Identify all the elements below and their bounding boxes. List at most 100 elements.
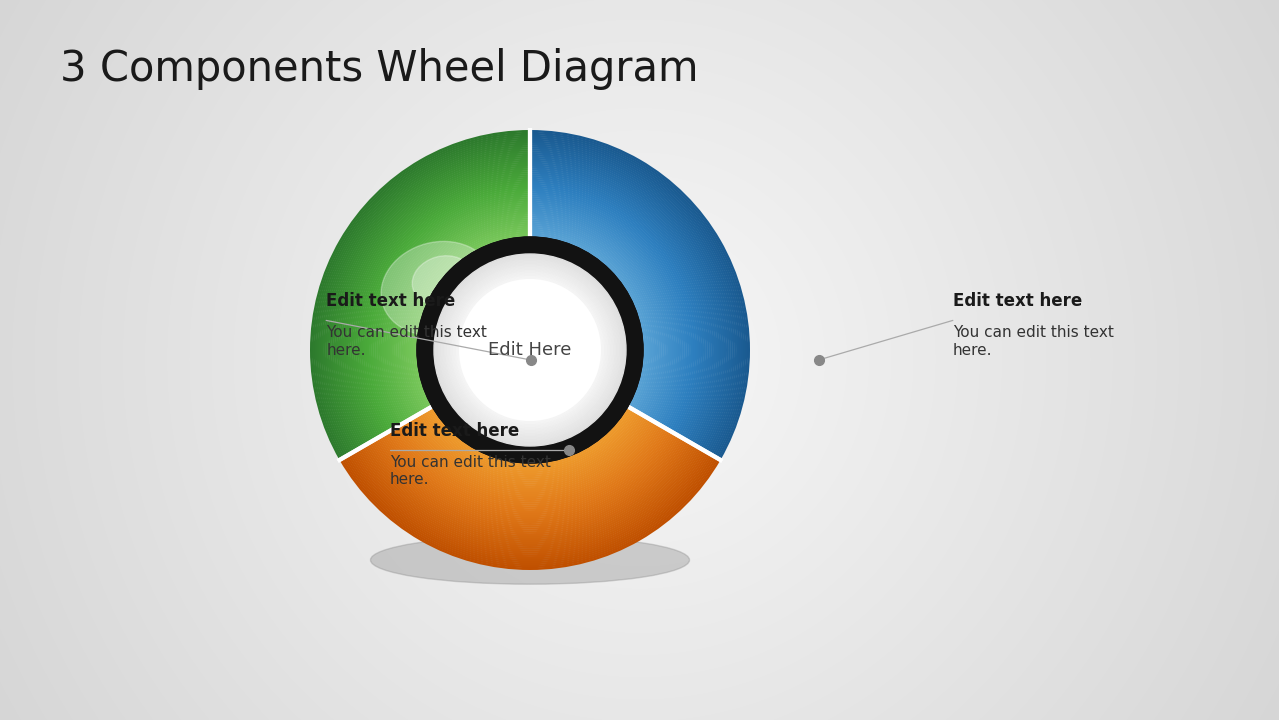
Circle shape: [441, 261, 619, 438]
Wedge shape: [530, 220, 660, 415]
Circle shape: [420, 240, 641, 461]
Wedge shape: [339, 459, 720, 570]
Wedge shape: [380, 436, 680, 524]
Wedge shape: [413, 417, 647, 486]
Circle shape: [425, 245, 634, 455]
Wedge shape: [381, 435, 679, 522]
Wedge shape: [530, 216, 664, 417]
Circle shape: [469, 290, 590, 410]
Wedge shape: [353, 451, 707, 554]
Wedge shape: [344, 456, 715, 564]
Circle shape: [422, 242, 638, 459]
Wedge shape: [416, 415, 645, 482]
Circle shape: [427, 247, 633, 453]
Wedge shape: [356, 449, 703, 551]
Circle shape: [423, 243, 637, 456]
Wedge shape: [431, 406, 629, 464]
Wedge shape: [341, 458, 719, 568]
Wedge shape: [530, 226, 654, 412]
Wedge shape: [384, 433, 675, 518]
Wedge shape: [530, 193, 687, 428]
Wedge shape: [349, 453, 711, 559]
Wedge shape: [530, 189, 691, 431]
Wedge shape: [393, 428, 668, 508]
Wedge shape: [329, 149, 530, 451]
Circle shape: [464, 284, 596, 416]
Wedge shape: [409, 418, 651, 490]
Wedge shape: [530, 168, 711, 441]
Text: You can edit this text
here.: You can edit this text here.: [953, 325, 1114, 358]
Wedge shape: [530, 187, 692, 431]
Wedge shape: [325, 145, 530, 452]
Wedge shape: [530, 174, 706, 438]
Circle shape: [426, 246, 633, 454]
Wedge shape: [376, 438, 684, 528]
Wedge shape: [530, 172, 707, 439]
Wedge shape: [417, 414, 642, 480]
Wedge shape: [412, 232, 530, 409]
Wedge shape: [421, 412, 640, 476]
Circle shape: [417, 237, 643, 463]
Wedge shape: [377, 437, 683, 526]
Wedge shape: [530, 215, 665, 418]
Text: You can edit this text
here.: You can edit this text here.: [326, 325, 487, 358]
Wedge shape: [530, 218, 661, 416]
Wedge shape: [363, 184, 530, 433]
Wedge shape: [371, 441, 689, 534]
Wedge shape: [358, 178, 530, 436]
Wedge shape: [347, 166, 530, 442]
Circle shape: [440, 260, 620, 440]
Wedge shape: [372, 440, 687, 531]
Circle shape: [418, 238, 642, 462]
Circle shape: [418, 238, 642, 462]
Wedge shape: [530, 132, 748, 459]
Text: Edit text here: Edit text here: [390, 422, 519, 440]
Circle shape: [457, 276, 604, 423]
Wedge shape: [530, 140, 741, 455]
Circle shape: [468, 289, 591, 412]
Wedge shape: [423, 243, 530, 403]
Wedge shape: [382, 203, 530, 423]
Wedge shape: [530, 209, 671, 420]
Circle shape: [421, 241, 640, 459]
Circle shape: [431, 251, 628, 449]
Wedge shape: [530, 157, 723, 446]
Wedge shape: [417, 238, 530, 406]
Wedge shape: [327, 148, 530, 451]
Wedge shape: [389, 209, 530, 420]
Circle shape: [422, 243, 637, 457]
Wedge shape: [405, 420, 654, 493]
Circle shape: [427, 248, 632, 452]
Circle shape: [420, 240, 640, 460]
Wedge shape: [530, 222, 657, 414]
Circle shape: [421, 241, 638, 459]
Wedge shape: [530, 203, 677, 423]
Circle shape: [426, 246, 634, 454]
Circle shape: [421, 241, 640, 459]
Circle shape: [430, 250, 631, 450]
Wedge shape: [396, 216, 530, 417]
Wedge shape: [313, 134, 530, 458]
Wedge shape: [408, 228, 530, 411]
Wedge shape: [425, 410, 636, 472]
Circle shape: [421, 240, 640, 460]
Wedge shape: [344, 164, 530, 443]
Wedge shape: [359, 447, 701, 547]
Circle shape: [431, 251, 629, 449]
Wedge shape: [530, 153, 726, 449]
Text: You can edit this text
here.: You can edit this text here.: [390, 455, 551, 487]
Circle shape: [428, 248, 632, 452]
Circle shape: [425, 245, 636, 456]
Wedge shape: [375, 195, 530, 428]
Circle shape: [420, 239, 641, 461]
Wedge shape: [427, 408, 633, 469]
Wedge shape: [420, 239, 530, 405]
Wedge shape: [530, 197, 683, 426]
Text: Edit Here: Edit Here: [489, 341, 572, 359]
Wedge shape: [421, 241, 530, 405]
Circle shape: [425, 245, 636, 455]
Wedge shape: [413, 233, 530, 408]
Circle shape: [426, 246, 634, 454]
Wedge shape: [340, 161, 530, 445]
Wedge shape: [530, 238, 642, 406]
